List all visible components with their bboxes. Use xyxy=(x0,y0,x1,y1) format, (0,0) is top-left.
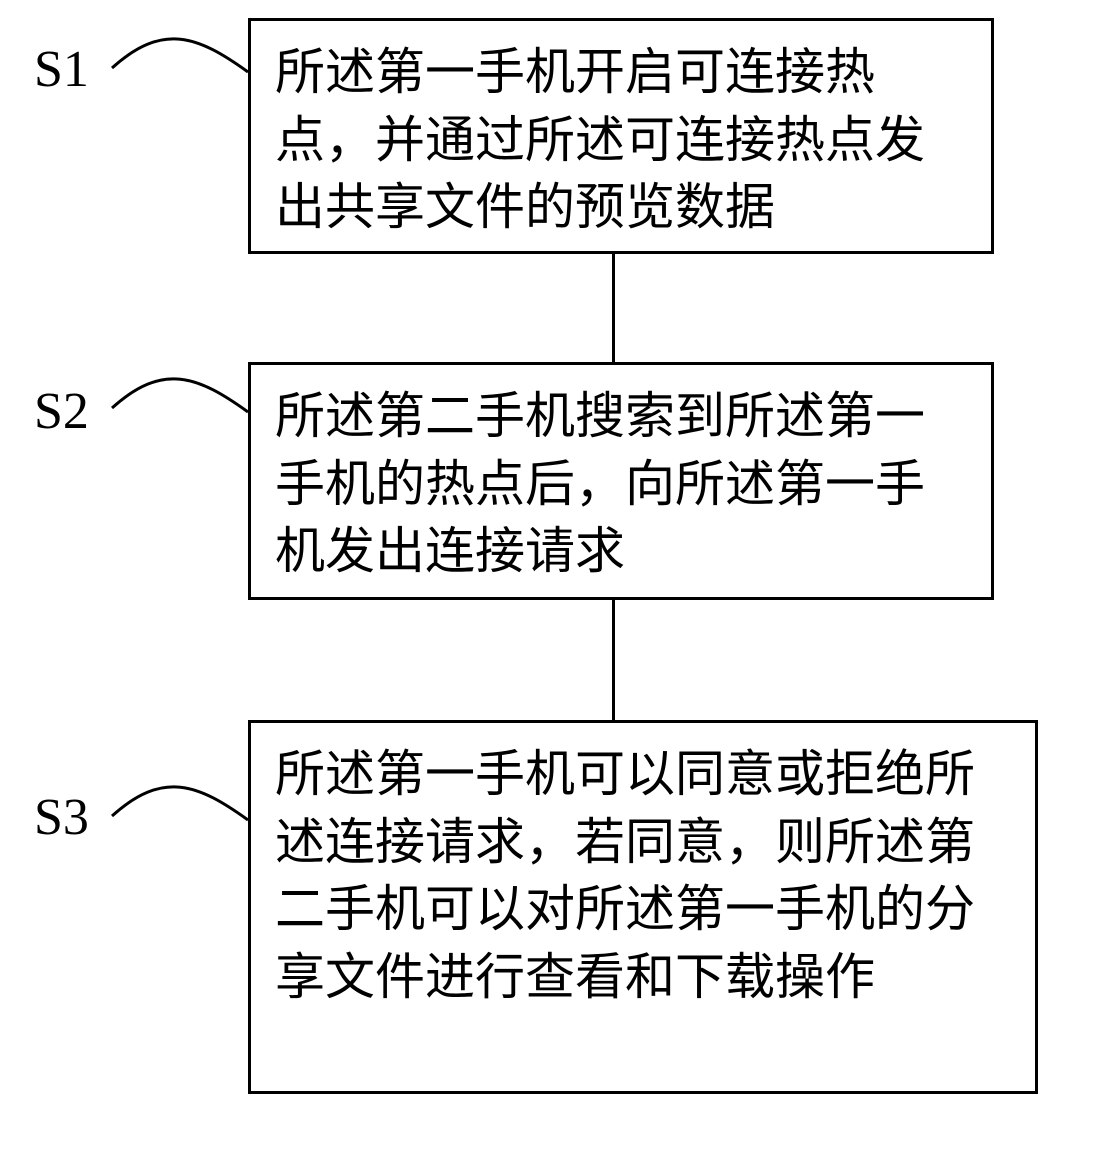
step-label-s1: S1 xyxy=(34,40,89,99)
step-text: 所述第二手机搜索到所述第一手机的热点后，向所述第一手机发出连接请求 xyxy=(275,383,967,586)
step-box-s3: 所述第一手机可以同意或拒绝所述连接请求，若同意，则所述第二手机可以对所述第一手机… xyxy=(248,720,1038,1094)
label-connector-s1 xyxy=(108,28,258,100)
flowchart-canvas: S1 所述第一手机开启可连接热点，并通过所述可连接热点发出共享文件的预览数据 S… xyxy=(0,0,1099,1153)
step-box-s1: 所述第一手机开启可连接热点，并通过所述可连接热点发出共享文件的预览数据 xyxy=(248,18,994,254)
step-box-s2: 所述第二手机搜索到所述第一手机的热点后，向所述第一手机发出连接请求 xyxy=(248,362,994,600)
step-text: 所述第一手机开启可连接热点，并通过所述可连接热点发出共享文件的预览数据 xyxy=(275,39,967,242)
step-text: 所述第一手机可以同意或拒绝所述连接请求，若同意，则所述第二手机可以对所述第一手机… xyxy=(275,741,1011,1011)
step-label-text: S1 xyxy=(34,40,89,99)
step-label-text: S3 xyxy=(34,788,89,847)
step-label-s3: S3 xyxy=(34,788,89,847)
connector-s1-s2 xyxy=(612,254,615,362)
step-label-text: S2 xyxy=(34,382,89,441)
label-connector-s2 xyxy=(108,368,258,440)
step-label-s2: S2 xyxy=(34,382,89,441)
connector-s2-s3 xyxy=(612,600,615,720)
label-connector-s3 xyxy=(108,776,258,848)
